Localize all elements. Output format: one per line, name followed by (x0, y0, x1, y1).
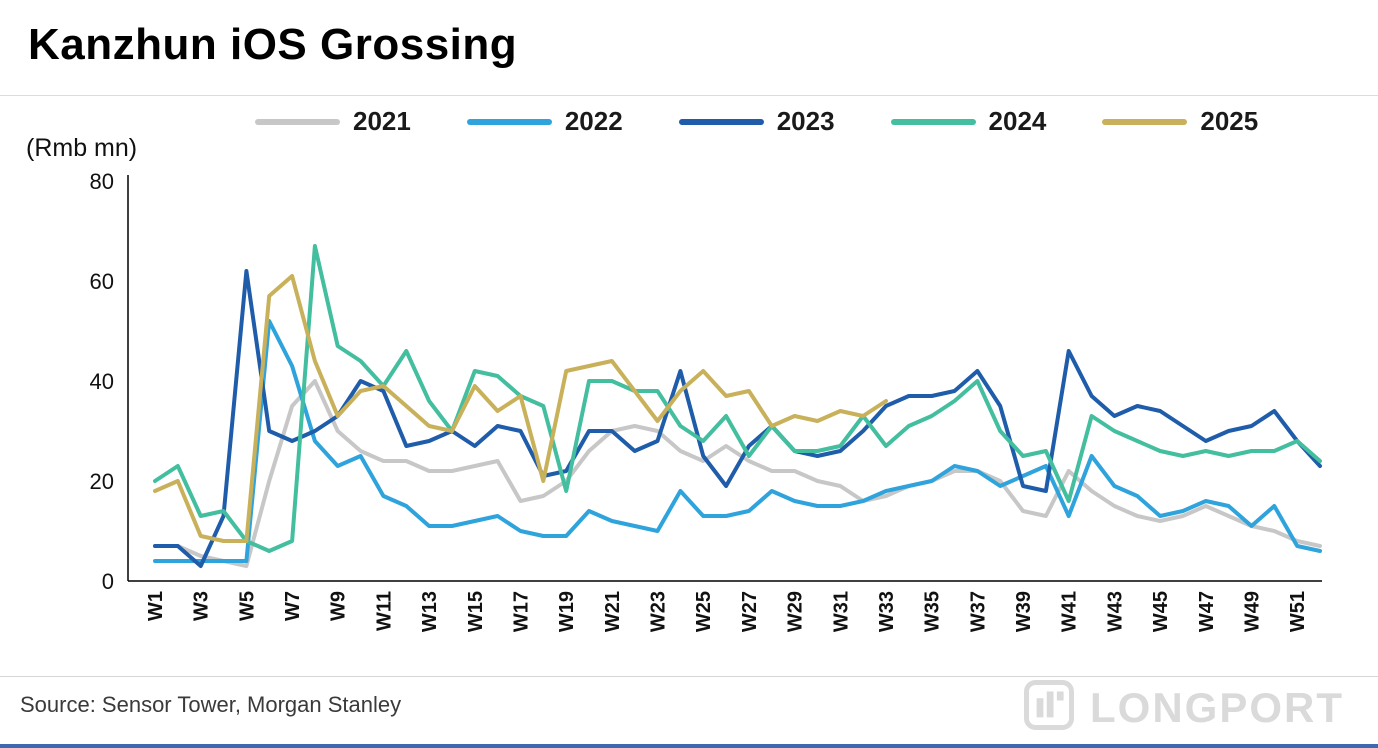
legend-label-2021: 2021 (353, 106, 411, 136)
svg-text:W15: W15 (465, 591, 487, 632)
watermark: LONGPORT (1022, 678, 1344, 737)
legend-label-2022: 2022 (564, 106, 623, 136)
svg-text:W17: W17 (510, 591, 532, 632)
svg-text:W41: W41 (1059, 591, 1081, 632)
svg-text:W21: W21 (602, 591, 624, 632)
chart-area: 0 20 40 60 80 W1 W3 W5 W7 W9 W11 W13 W15 W17 W19 W21 W23… (30, 158, 1350, 674)
legend-swatch-2022 (466, 118, 552, 125)
svg-text:W39: W39 (1013, 591, 1035, 632)
longport-logo-icon (1022, 678, 1076, 737)
legend-label-2023: 2023 (776, 106, 835, 136)
svg-text:W33: W33 (876, 591, 898, 632)
legend-swatch-2023 (678, 118, 764, 125)
svg-text:W11: W11 (373, 591, 395, 631)
svg-text:W9: W9 (328, 591, 350, 621)
title-divider (0, 95, 1378, 96)
svg-text:W51: W51 (1287, 591, 1309, 632)
legend-label-2024: 2024 (988, 106, 1047, 136)
legend-item-2022: 2022 (466, 106, 623, 137)
svg-text:W31: W31 (830, 591, 852, 632)
chart-title: Kanzhun iOS Grossing (28, 20, 518, 69)
svg-text:W1: W1 (145, 591, 167, 621)
svg-text:0: 0 (102, 569, 114, 594)
svg-text:40: 40 (90, 369, 114, 394)
y-axis-unit-label: (Rmb mn) (26, 134, 138, 162)
svg-text:W43: W43 (1104, 591, 1126, 632)
svg-text:W47: W47 (1196, 591, 1218, 632)
footer-divider (0, 676, 1378, 677)
bottom-accent-bar (0, 744, 1378, 748)
svg-text:60: 60 (90, 269, 114, 294)
legend-item-2025: 2025 (1102, 106, 1258, 137)
svg-text:80: 80 (90, 169, 114, 194)
svg-text:W23: W23 (648, 591, 670, 632)
svg-text:W29: W29 (785, 591, 807, 632)
legend-item-2024: 2024 (890, 106, 1047, 137)
legend-swatch-2025 (1102, 118, 1188, 125)
svg-text:W49: W49 (1241, 591, 1263, 632)
svg-text:W13: W13 (419, 591, 441, 632)
svg-text:W19: W19 (556, 591, 578, 632)
svg-text:W37: W37 (967, 591, 989, 632)
svg-text:W45: W45 (1150, 591, 1172, 632)
legend-item-2021: 2021 (255, 106, 411, 137)
svg-text:W25: W25 (693, 591, 715, 632)
svg-text:W7: W7 (282, 591, 304, 621)
svg-text:W35: W35 (922, 591, 944, 632)
legend-item-2023: 2023 (678, 106, 835, 137)
watermark-text: LONGPORT (1090, 683, 1344, 731)
grossing-chart: 0 20 40 60 80 W1 W3 W5 W7 W9 W11 W13 W15 W17 W19 W21 W23… (90, 169, 1322, 632)
legend: 2021 2022 2023 2024 2025 (255, 106, 1258, 137)
legend-swatch-2021 (255, 118, 340, 125)
svg-text:W5: W5 (236, 591, 258, 621)
svg-text:W27: W27 (739, 591, 761, 632)
legend-swatch-2024 (890, 118, 976, 125)
svg-text:W3: W3 (191, 591, 213, 621)
legend-label-2025: 2025 (1200, 106, 1259, 136)
source-note: Source: Sensor Tower, Morgan Stanley (20, 692, 402, 717)
svg-text:20: 20 (90, 469, 114, 494)
